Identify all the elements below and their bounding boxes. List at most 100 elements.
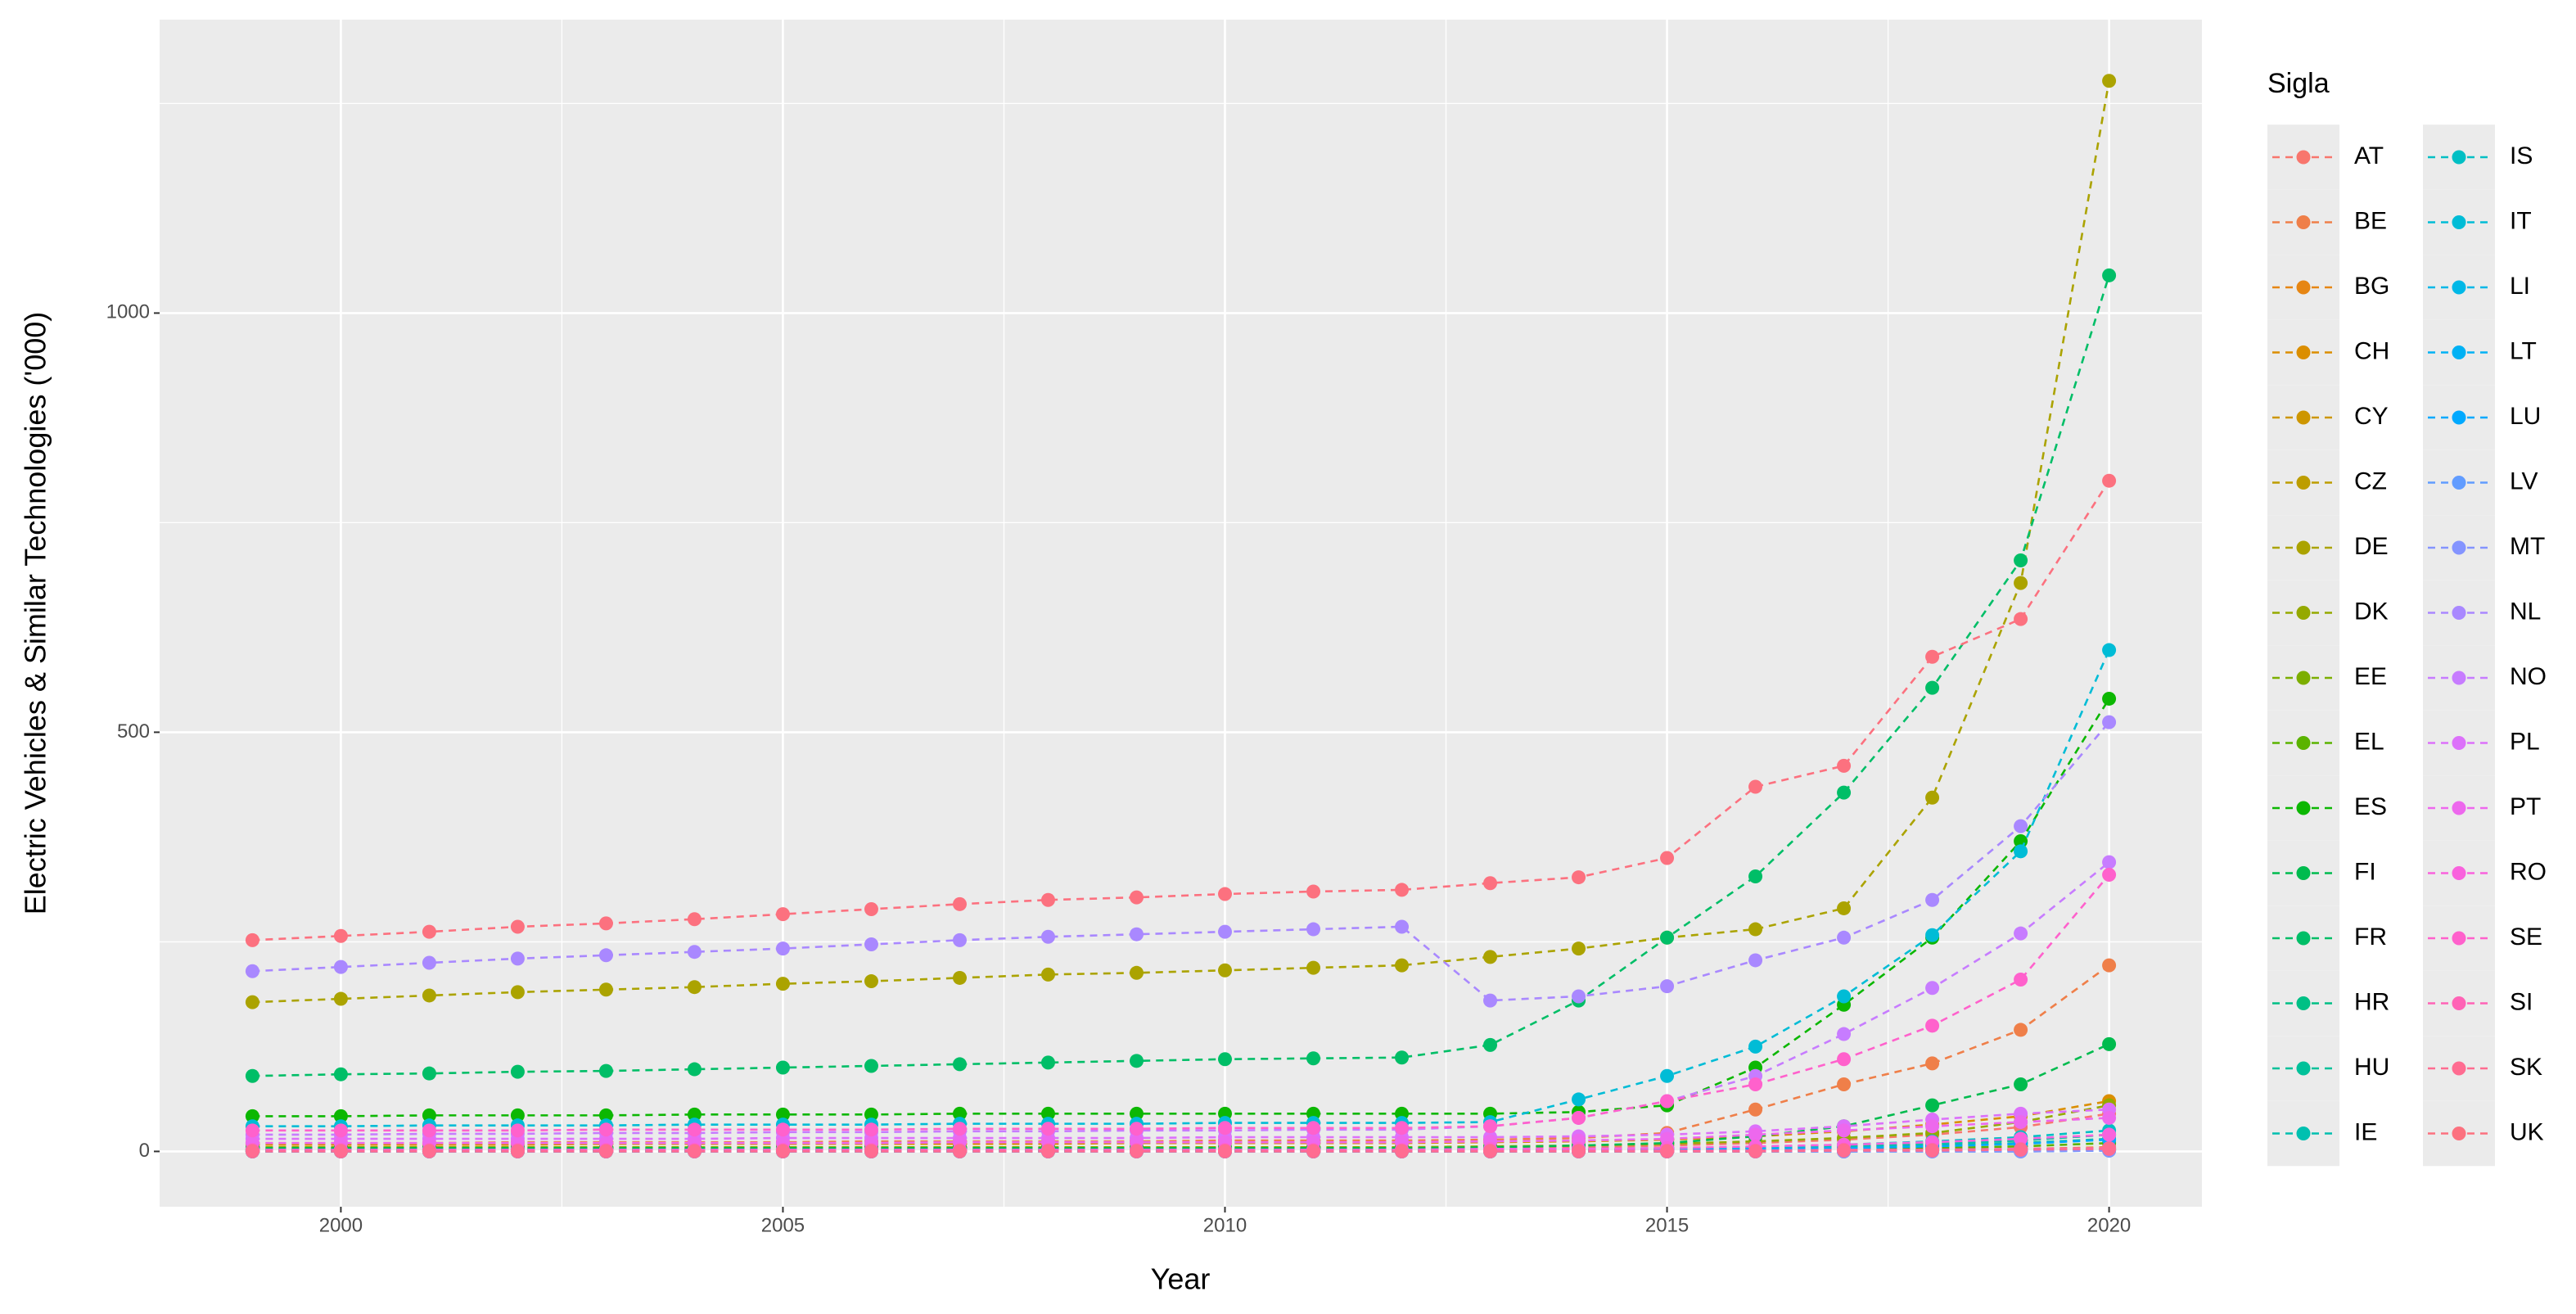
data-point <box>2102 958 2117 973</box>
data-point <box>775 1060 790 1075</box>
data-point <box>333 928 348 943</box>
data-point <box>1748 1077 1763 1091</box>
legend-label: SE <box>2510 923 2542 951</box>
legend-key-point <box>2452 1061 2466 1076</box>
data-point <box>1925 928 1940 942</box>
data-point <box>775 1122 790 1137</box>
data-point <box>2102 74 2117 88</box>
legend-key-point <box>2452 801 2466 815</box>
legend-label: MT <box>2510 533 2545 560</box>
data-point <box>1218 887 1233 901</box>
legend-label: IS <box>2510 142 2533 169</box>
x-axis-title: Year <box>1151 1262 1211 1296</box>
data-point <box>1395 1121 1410 1136</box>
data-point <box>598 982 613 997</box>
data-point <box>510 1064 525 1079</box>
data-point <box>2014 972 2028 987</box>
legend-key-point <box>2452 280 2466 295</box>
data-point <box>1925 1119 1940 1134</box>
data-point <box>1572 1110 1586 1125</box>
data-point <box>422 1123 436 1138</box>
data-point <box>333 1144 348 1158</box>
data-point <box>775 977 790 991</box>
data-point <box>333 960 348 974</box>
legend-label: LU <box>2510 403 2541 430</box>
data-point <box>1306 1051 1321 1066</box>
data-point <box>1748 1102 1763 1117</box>
data-point <box>1040 1144 1055 1158</box>
data-point <box>1660 851 1675 865</box>
data-point <box>1129 1054 1144 1068</box>
data-point <box>1837 901 1852 915</box>
data-point <box>1660 930 1675 945</box>
data-point <box>775 941 790 956</box>
legend-key-point <box>2452 931 2466 946</box>
legend-key-point <box>2296 671 2311 685</box>
data-point <box>775 907 790 922</box>
data-point <box>1040 1106 1055 1121</box>
data-point <box>1483 950 1498 964</box>
data-point <box>687 912 702 927</box>
legend-key-point <box>2296 540 2311 555</box>
x-tick-label: 2015 <box>1645 1214 1689 1236</box>
legend-key-point <box>2296 996 2311 1010</box>
data-point <box>1748 1039 1763 1054</box>
series-line <box>252 1043 2110 1149</box>
legend-key-point <box>2452 736 2466 750</box>
data-point <box>687 1107 702 1122</box>
data-point <box>2102 1141 2117 1156</box>
data-point <box>245 932 259 947</box>
data-point <box>952 1106 967 1121</box>
data-point <box>2014 819 2028 833</box>
legend-label: FI <box>2354 858 2376 885</box>
legend-key-point <box>2296 150 2311 165</box>
y-tick-label: 0 <box>139 1140 150 1162</box>
legend-key-point <box>2452 606 2466 620</box>
data-point <box>510 985 525 1000</box>
data-point <box>1395 1050 1410 1065</box>
data-point <box>1483 1144 1498 1158</box>
series-line <box>252 649 2110 1127</box>
data-point <box>864 1122 878 1137</box>
y-tick-label: 1000 <box>106 301 150 323</box>
series-line <box>252 1117 2109 1145</box>
data-point <box>1837 1027 1852 1041</box>
legend-key-point <box>2452 866 2466 880</box>
legend-label: BG <box>2354 273 2389 300</box>
data-point <box>1483 1119 1498 1134</box>
data-point <box>598 1144 613 1158</box>
data-point <box>1660 1068 1675 1083</box>
data-point <box>1129 965 1144 980</box>
data-point <box>1483 876 1498 891</box>
legend-label: SI <box>2510 988 2533 1015</box>
data-point <box>1748 922 1763 937</box>
series-line <box>252 698 2110 1118</box>
legend-label: LV <box>2510 467 2538 494</box>
data-point <box>1395 1144 1410 1158</box>
data-point <box>1306 1121 1321 1136</box>
data-point <box>333 1067 348 1081</box>
data-point <box>2102 643 2117 657</box>
data-point <box>864 937 878 951</box>
data-point <box>1040 1122 1055 1136</box>
data-point <box>245 1068 259 1083</box>
data-point <box>598 916 613 931</box>
data-point <box>1218 1052 1233 1067</box>
data-point <box>510 919 525 934</box>
data-point <box>1572 989 1586 1004</box>
data-point <box>333 1123 348 1138</box>
data-point <box>422 924 436 939</box>
data-point <box>2102 1036 2117 1051</box>
data-point <box>1218 1144 1233 1158</box>
data-point <box>1306 922 1321 937</box>
x-tick-label: 2010 <box>1203 1214 1247 1236</box>
legend-key-point <box>2452 476 2466 490</box>
legend-key-point <box>2452 150 2466 165</box>
data-point <box>2102 855 2117 869</box>
data-point <box>1572 870 1586 885</box>
data-point <box>1395 919 1410 934</box>
data-point <box>2014 576 2028 590</box>
data-point <box>1129 890 1144 905</box>
data-point <box>1925 649 1940 664</box>
